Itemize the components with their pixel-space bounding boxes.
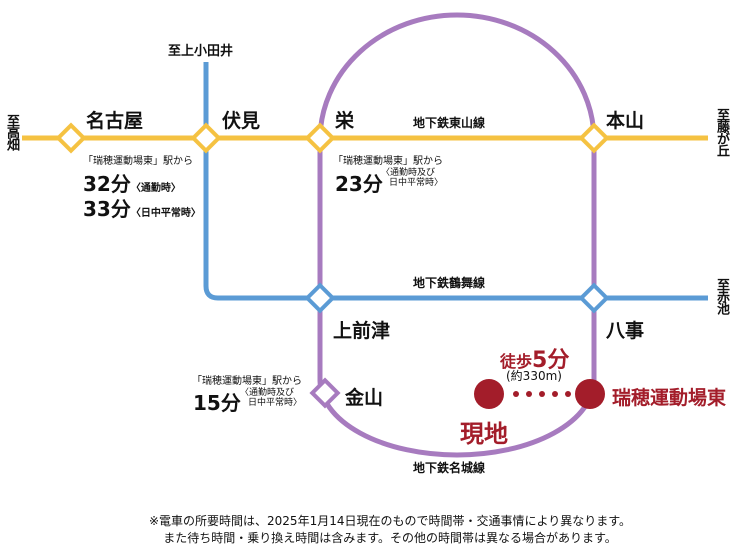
- walk-time: 徒歩5分: [500, 348, 570, 373]
- time-nagoya-2: 33分〈日中平常時〉: [83, 197, 201, 221]
- station-yagoto: 八事: [606, 320, 645, 342]
- direction-north: 至上小田井: [168, 44, 234, 59]
- direction-west: 至高畑: [4, 114, 19, 150]
- station-sakae-marker: [304, 122, 336, 154]
- line-label-tsurumai: 地下鉄鶴舞線: [413, 276, 486, 290]
- direction-southeast: 至赤池: [714, 278, 729, 314]
- station-nagoya: 名古屋: [86, 110, 144, 132]
- tsurumai-line: [203, 62, 708, 301]
- footnote-1: ※電車の所要時間は、2025年1月14日現在のもので時間帯・交通事情により異なり…: [148, 514, 632, 528]
- station-kanayama-marker: [309, 377, 341, 409]
- line-label-meijo: 地下鉄名城線: [413, 461, 486, 475]
- station-mizuho: 瑞穂運動場東: [612, 387, 727, 409]
- time-kanayama: 15分: [193, 391, 241, 415]
- station-kamimaezu: 上前津: [333, 320, 391, 342]
- note-kanayama: 〈通勤時及び 日中平常時〉: [240, 388, 303, 408]
- station-kanayama: 金山: [345, 387, 384, 409]
- site-marker: [474, 379, 504, 409]
- station-fushimi: 伏見: [222, 110, 261, 132]
- site-label: 現地: [460, 420, 508, 448]
- walk-distance: (約330m): [506, 369, 562, 383]
- walk-dots: [513, 391, 571, 397]
- station-motoyama: 本山: [606, 110, 645, 132]
- time-nagoya-1: 32分〈通勤時〉: [83, 172, 181, 196]
- station-nagoya-marker: [55, 122, 87, 154]
- station-sakae: 栄: [335, 110, 355, 132]
- note-sakae: 〈通勤時及び 日中平常時〉: [381, 168, 444, 188]
- from-label-sakae: 「瑞穂運動場東」駅から: [333, 156, 443, 167]
- from-label-kanayama: 「瑞穂運動場東」駅から: [192, 376, 302, 387]
- from-label-nagoya: 「瑞穂運動場東」駅から: [83, 156, 193, 167]
- line-label-higashiyama: 地下鉄東山線: [413, 116, 486, 130]
- station-kamimaezu-marker: [304, 282, 336, 314]
- station-yagoto-marker: [578, 282, 610, 314]
- time-sakae: 23分: [335, 172, 383, 196]
- footnote-2: また待ち時間・乗り換え時間は含みます。その他の時間帯は異なる場合があります。: [163, 531, 617, 545]
- mizuho-marker: [575, 379, 605, 409]
- direction-east: 至藤が丘: [714, 108, 729, 156]
- station-motoyama-marker: [578, 122, 610, 154]
- station-fushimi-marker: [190, 122, 222, 154]
